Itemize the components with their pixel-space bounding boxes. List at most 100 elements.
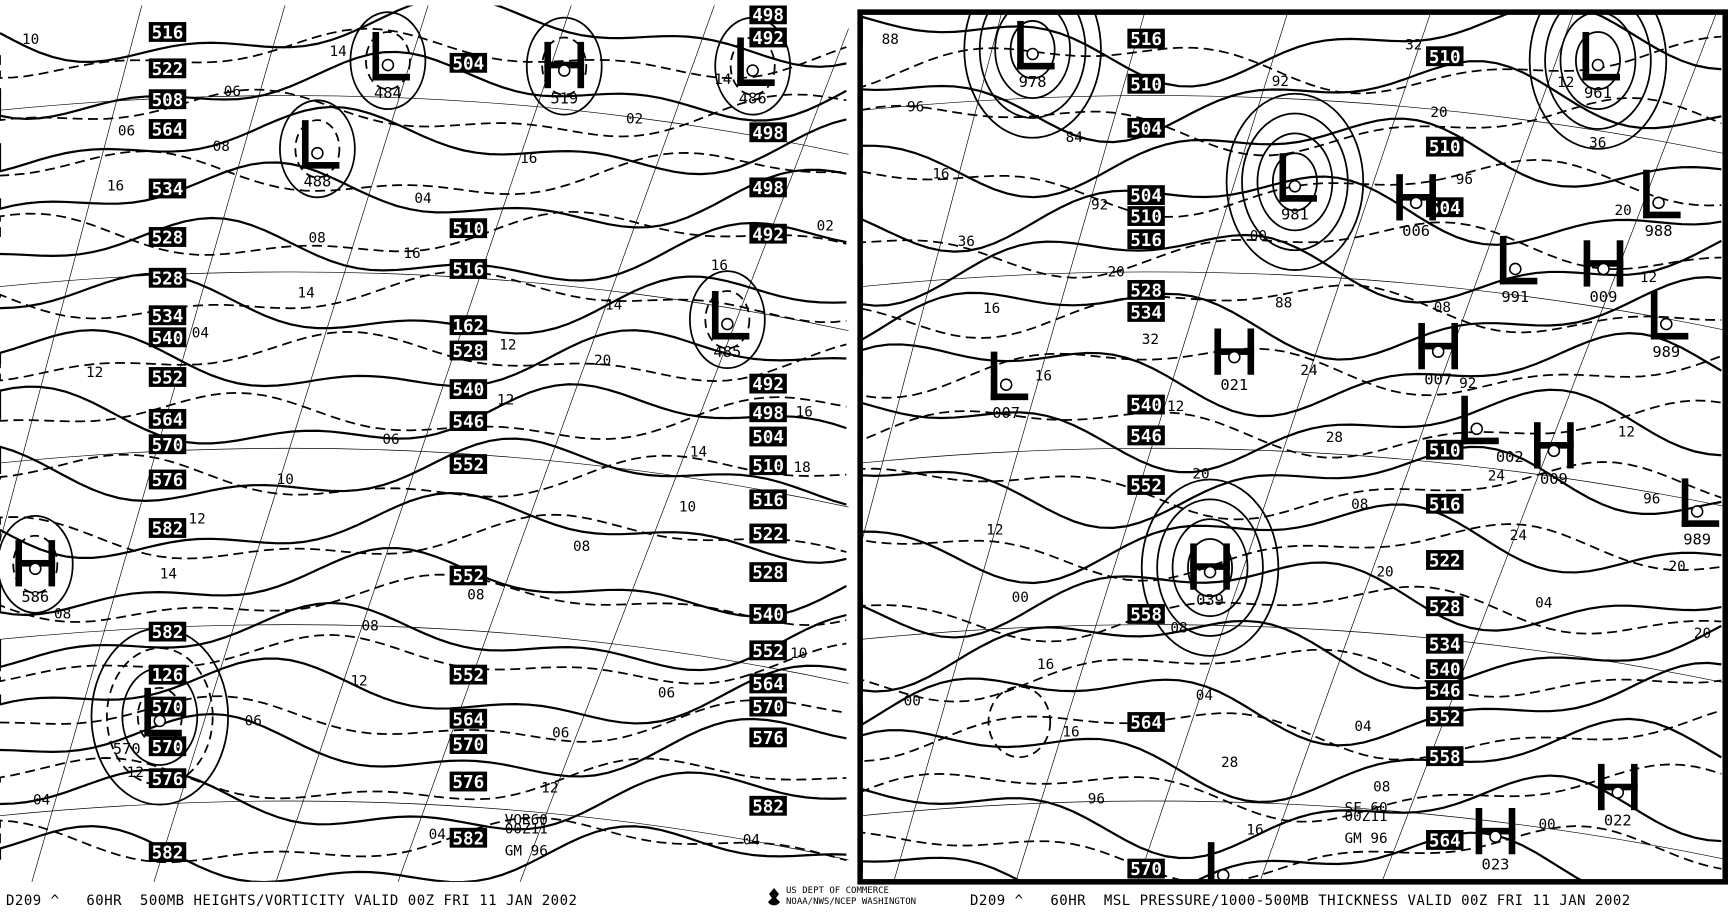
thickness-label: 510 (1426, 136, 1464, 158)
thickness-label: 546 (1426, 680, 1464, 702)
thickness-label: 510 (1426, 46, 1464, 68)
isobar-ring (978, 14, 1087, 119)
contour-label: 06 (118, 124, 135, 140)
height-label: 570 (148, 736, 187, 758)
height-label: 552 (449, 565, 488, 587)
center-marker-icon (311, 146, 324, 160)
center-marker-icon (1591, 58, 1605, 72)
left-map-caption: D209 ^ 60HR 500MB HEIGHTS/VORTICITY VALI… (6, 893, 578, 909)
thickness-label: 516 (1127, 229, 1165, 251)
isobar (861, 388, 1722, 474)
isobar (861, 774, 1722, 860)
height-label-text: 570 (452, 736, 484, 756)
thickness-label-text: 504 (1429, 199, 1461, 219)
center-value: 022 (1604, 812, 1632, 830)
center-marker-icon (721, 317, 734, 331)
center-value: 989 (1683, 531, 1711, 549)
thickness-label-text: 540 (1429, 661, 1461, 681)
thickness-label-text: 546 (1130, 427, 1162, 447)
height-label: 552 (449, 454, 488, 476)
contour-label: 20 (594, 353, 611, 369)
height-label-text: 570 (752, 698, 784, 718)
center-marker-icon (1026, 47, 1039, 61)
contour-label: 10 (277, 472, 294, 488)
contour-label: 08 (573, 539, 590, 555)
contour-label: 16 (403, 246, 420, 262)
vorticity-contour (0, 453, 847, 498)
thickness-label: 504 (1127, 117, 1165, 139)
vorticity-contour (0, 816, 847, 864)
center-marker-icon (28, 562, 42, 576)
high-pressure-center: 006 (1396, 174, 1436, 240)
height-label: 540 (148, 327, 187, 349)
thickness-label: 504 (1127, 185, 1165, 207)
center-value: 488 (303, 172, 331, 190)
right-map-caption: D209 ^ 60HR MSL PRESSURE/1000-500MB THIC… (970, 893, 1631, 909)
center-marker-icon (381, 58, 395, 72)
height-label-text: 564 (152, 410, 184, 430)
center-value: 484 (374, 84, 402, 102)
height-contour (0, 546, 847, 618)
contour-label: 84 (1066, 130, 1083, 146)
height-label-text: 552 (452, 567, 484, 587)
latitude-line (861, 800, 1725, 860)
contour-label: 04 (429, 827, 446, 843)
noaa-logo-icon (768, 888, 780, 906)
latitude-line (0, 800, 849, 861)
contour-label: 28 (1326, 430, 1343, 446)
contour-label: 08 (1170, 621, 1187, 637)
thickness-label-text: 564 (1130, 714, 1162, 734)
low-pressure-center: 484 (372, 31, 410, 102)
model-stamp-line: VOR60 (505, 813, 548, 829)
contour-label: 96 (1643, 492, 1660, 508)
contour-label: 10 (790, 646, 807, 662)
center-marker-icon (746, 64, 759, 77)
contour-label: 20 (1430, 105, 1447, 121)
center-contour (12, 534, 59, 594)
height-label-text: 498 (752, 179, 784, 199)
thickness-label: 540 (1426, 659, 1464, 681)
thickness-label-text: 558 (1429, 748, 1461, 768)
isobar (861, 276, 1722, 361)
contour-label: 06 (382, 432, 399, 448)
longitude-line (893, 14, 1145, 881)
low-pressure-center: 002 (1461, 395, 1524, 466)
height-label-text: 564 (452, 710, 484, 730)
thickness-label-text: 552 (1429, 708, 1461, 728)
high-pressure-center: 039 (1190, 543, 1230, 609)
height-label: 516 (449, 259, 488, 281)
contour-label: 04 (743, 832, 760, 848)
center-marker-icon (1431, 345, 1445, 358)
height-label-text: 528 (452, 342, 484, 362)
center-marker-icon (1489, 830, 1502, 843)
high-pressure-center: 021 (1214, 328, 1255, 394)
center-marker-icon (1597, 262, 1610, 276)
model-stamp-line: SF 60 (1344, 800, 1387, 816)
contour-label: 06 (224, 84, 241, 100)
height-label-text: 162 (452, 317, 484, 337)
center-value: 978 (1019, 73, 1047, 91)
center-value: 961 (1584, 84, 1612, 102)
height-label-text: 508 (152, 91, 184, 111)
height-contour (0, 657, 847, 725)
height-contour (0, 491, 847, 564)
center-contour (349, 11, 427, 111)
center-value: 006 (1402, 222, 1430, 240)
height-contour (0, 437, 847, 506)
height-label-text: 564 (752, 675, 784, 695)
height-label-text: 552 (152, 369, 184, 389)
height-label-text: 582 (152, 520, 184, 540)
center-contour (688, 270, 766, 370)
center-marker-icon (1203, 565, 1217, 579)
height-label-text: 516 (452, 261, 484, 281)
height-contour (0, 601, 847, 672)
contour-label: 00 (1012, 590, 1029, 606)
contour-label: 20 (1192, 466, 1209, 482)
low-pressure-center: 486 (737, 37, 775, 108)
latitude-line (0, 95, 849, 155)
thickness-label: 534 (1127, 302, 1165, 324)
height-label-text: 540 (452, 381, 484, 401)
vorticity-contour (0, 27, 847, 80)
center-contour (541, 36, 588, 96)
isobar-ring (1225, 92, 1365, 271)
